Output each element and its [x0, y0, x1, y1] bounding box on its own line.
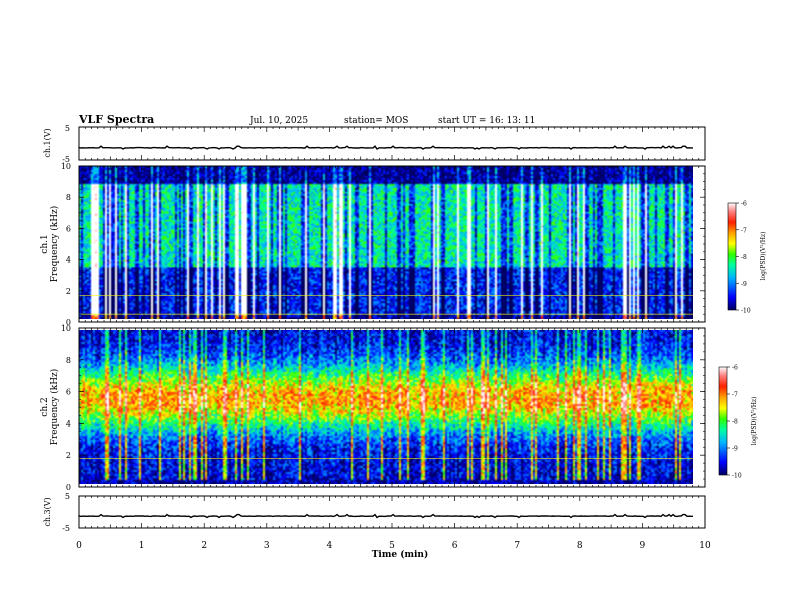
ch2-spectrogram-ylabel-freq: Frequency (kHz)	[49, 369, 60, 446]
ch1-colorbar-ticks: -6 -7 -8 -9 -10	[736, 201, 751, 315]
start-time-label: start UT = 16: 13: 11	[438, 116, 535, 126]
ch3-ytick-top: 5	[65, 492, 70, 501]
ch1-spectrogram-panel: 0 2 4 6 8 10 ch.1 Frequency (kHz)	[40, 162, 706, 327]
x-tick-label: 6	[452, 541, 458, 551]
ch1-colorbar-gradient	[728, 203, 736, 310]
ch2-colorbar-gradient	[719, 367, 727, 475]
x-tick-label: 4	[327, 541, 333, 551]
y-tick-label: 0	[66, 483, 71, 492]
ch2-colorbar-label: log(PSD)(V²/Hz)	[751, 397, 758, 446]
y-tick-label: 4	[66, 256, 71, 265]
ch1-colorbar: -6 -7 -8 -9 -10 log(PSD)(V²/Hz)	[727, 201, 767, 315]
x-tick-label: 2	[201, 541, 207, 551]
station-label: station= MOS	[344, 116, 408, 126]
ch1-waveform-line	[78, 145, 693, 150]
ch2-colorbar: -6 -7 -8 -9 -10 log(PSD)(V²/Hz)	[718, 365, 758, 480]
y-tick-label: 0	[66, 318, 71, 327]
ch2-spectrogram-yticks: 0 2 4 6 8 10	[61, 324, 705, 492]
ch3-waveform-ylabel: ch.3(V)	[43, 497, 52, 526]
y-tick-label: 2	[66, 287, 71, 296]
ch2-colorbar-ticks: -6 -7 -8 -9 -10	[727, 365, 742, 480]
figure-title: VLF Spectra	[78, 113, 154, 126]
x-tick-label: 1	[139, 541, 145, 551]
y-tick-label: 6	[66, 388, 71, 397]
colorbar-tick-label: -9	[741, 281, 747, 288]
x-tick-label: 3	[264, 541, 270, 551]
x-tick-label: 9	[640, 541, 646, 551]
colorbar-tick-label: -8	[741, 254, 747, 261]
colorbar-tick-label: -7	[741, 227, 747, 234]
colorbar-tick-label: -6	[741, 201, 747, 208]
x-tick-label: 10	[699, 541, 711, 551]
ch3-waveform-ticks	[78, 496, 706, 528]
ch1-ytick-top: 5	[65, 124, 70, 133]
colorbar-tick-label: -6	[732, 365, 738, 372]
colorbar-tick-label: -8	[732, 419, 738, 426]
waveform-trace	[78, 145, 693, 150]
y-tick-label: 8	[66, 356, 71, 365]
ch1-waveform-panel: 5 -5 ch.1(V)	[43, 124, 706, 164]
ch3-waveform-line	[78, 513, 693, 519]
y-tick-label: 4	[66, 419, 71, 428]
ch2-spectrogram-image	[79, 330, 693, 484]
y-tick-label: 2	[66, 451, 71, 460]
colorbar-tick-label: -9	[732, 446, 738, 453]
ch3-ytick-bottom: -5	[62, 524, 70, 533]
colorbar-tick-label: -10	[741, 308, 751, 315]
ch1-spectrogram-ticks	[78, 166, 706, 322]
x-tick-label: 7	[514, 541, 520, 551]
x-tick-label: 8	[577, 541, 583, 551]
ch2-spectrogram-panel: 0 2 4 6 8 10 ch.2 Frequency (kHz)	[40, 324, 706, 492]
x-tick-label: 5	[389, 541, 395, 551]
x-axis-tick-labels: 0 1 2 3 4 5 6 7 8 9 10	[76, 541, 711, 551]
colorbar-tick-label: -10	[732, 473, 742, 480]
date-label: Jul. 10, 2025	[249, 116, 308, 126]
waveform-trace	[78, 513, 693, 519]
ch1-spectrogram-image	[79, 166, 693, 319]
x-axis-label: Time (min)	[372, 549, 429, 560]
ch1-ytick-bottom: -5	[62, 155, 70, 164]
ch1-waveform-ylabel: ch.1(V)	[43, 128, 52, 157]
ch2-spectrogram-ticks	[78, 328, 706, 487]
ch1-colorbar-label: log(PSD)(V²/Hz)	[760, 232, 767, 281]
ch3-waveform-panel: 5 -5 ch.3(V)	[43, 492, 706, 533]
y-tick-label: 10	[61, 324, 71, 333]
ch1-spectrogram-ylabel-channel: ch.1	[40, 234, 50, 253]
colorbar-tick-label: -7	[732, 392, 738, 399]
ch1-spectrogram-yticks: 0 2 4 6 8 10	[61, 162, 705, 327]
ch1-reference-lines	[79, 295, 693, 315]
y-tick-label: 10	[61, 162, 71, 171]
ch1-waveform-ticks	[78, 127, 706, 160]
ch2-spectrogram-ylabel-channel: ch.2	[40, 397, 50, 416]
ch1-spectrogram-ylabel-freq: Frequency (kHz)	[49, 206, 60, 283]
y-tick-label: 8	[66, 193, 71, 202]
y-tick-label: 6	[66, 224, 71, 233]
x-tick-label: 0	[76, 541, 82, 551]
